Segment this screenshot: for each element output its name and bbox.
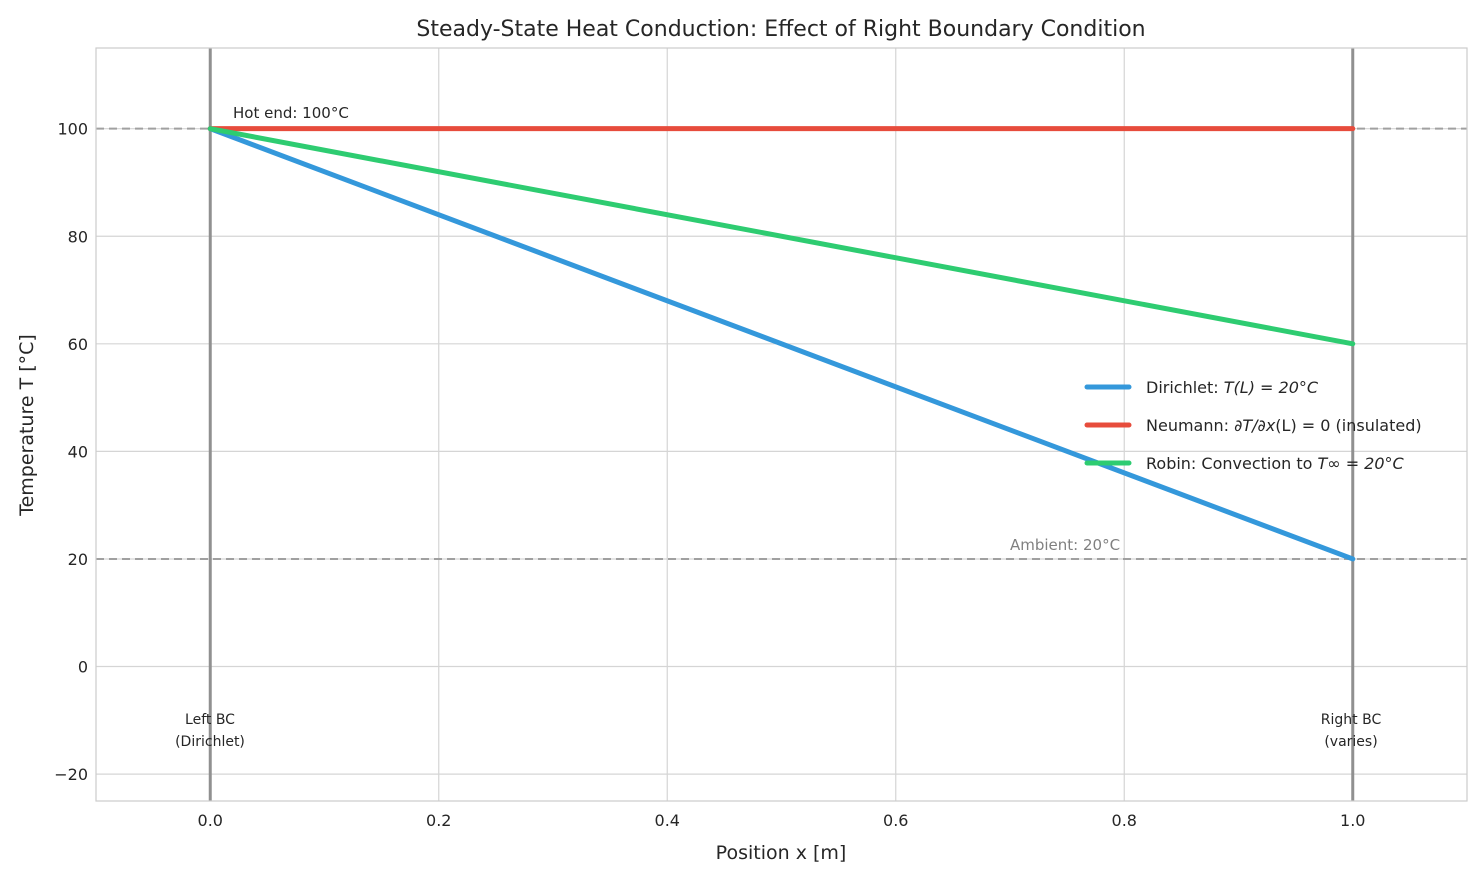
right-bc-annotation-line2: (varies)	[1324, 734, 1377, 750]
chart-title: Steady-State Heat Conduction: Effect of …	[416, 17, 1145, 42]
y-tick-label: 60	[68, 335, 88, 354]
y-tick-label: 40	[68, 442, 88, 461]
y-tick-label: 100	[57, 120, 88, 139]
series-line	[207, 126, 1356, 562]
tick-labels: 0.0 0.2 0.4 0.6 0.8 1.0 −20 0 20 40 60 80 100	[54, 120, 1365, 830]
legend: Dirichlet: T(L) = 20°C Neumann: ∂T/∂x(L) …	[1084, 378, 1422, 473]
x-tick-label: 0.8	[1112, 811, 1137, 830]
right-bc-annotation-line1: Right BC	[1321, 712, 1382, 728]
y-tick-label: 0	[78, 658, 88, 677]
x-tick-label: 0.4	[655, 811, 680, 830]
y-tick-label: 20	[68, 550, 88, 569]
left-bc-annotation-line1: Left BC	[185, 712, 235, 728]
series-lines	[207, 126, 1356, 562]
legend-label: Neumann: ∂T/∂x(L) = 0 (insulated)	[1146, 416, 1422, 435]
y-tick-label: −20	[54, 765, 88, 784]
x-tick-label: 0.6	[883, 811, 908, 830]
legend-label: Robin: Convection to T∞ = 20°C	[1146, 454, 1405, 473]
y-axis-label: Temperature T [°C]	[16, 334, 38, 517]
x-tick-label: 0.0	[198, 811, 223, 830]
x-tick-label: 1.0	[1340, 811, 1365, 830]
x-axis-label: Position x [m]	[716, 842, 847, 864]
hot-end-annotation: Hot end: 100°C	[233, 104, 349, 122]
x-tick-label: 0.2	[426, 811, 451, 830]
left-bc-annotation-line2: (Dirichlet)	[175, 734, 245, 750]
legend-label: Dirichlet: T(L) = 20°C	[1146, 378, 1319, 397]
y-tick-label: 80	[68, 227, 88, 246]
ambient-annotation: Ambient: 20°C	[1010, 536, 1120, 554]
plot-frame	[95, 47, 1468, 802]
series-line	[207, 126, 1356, 347]
